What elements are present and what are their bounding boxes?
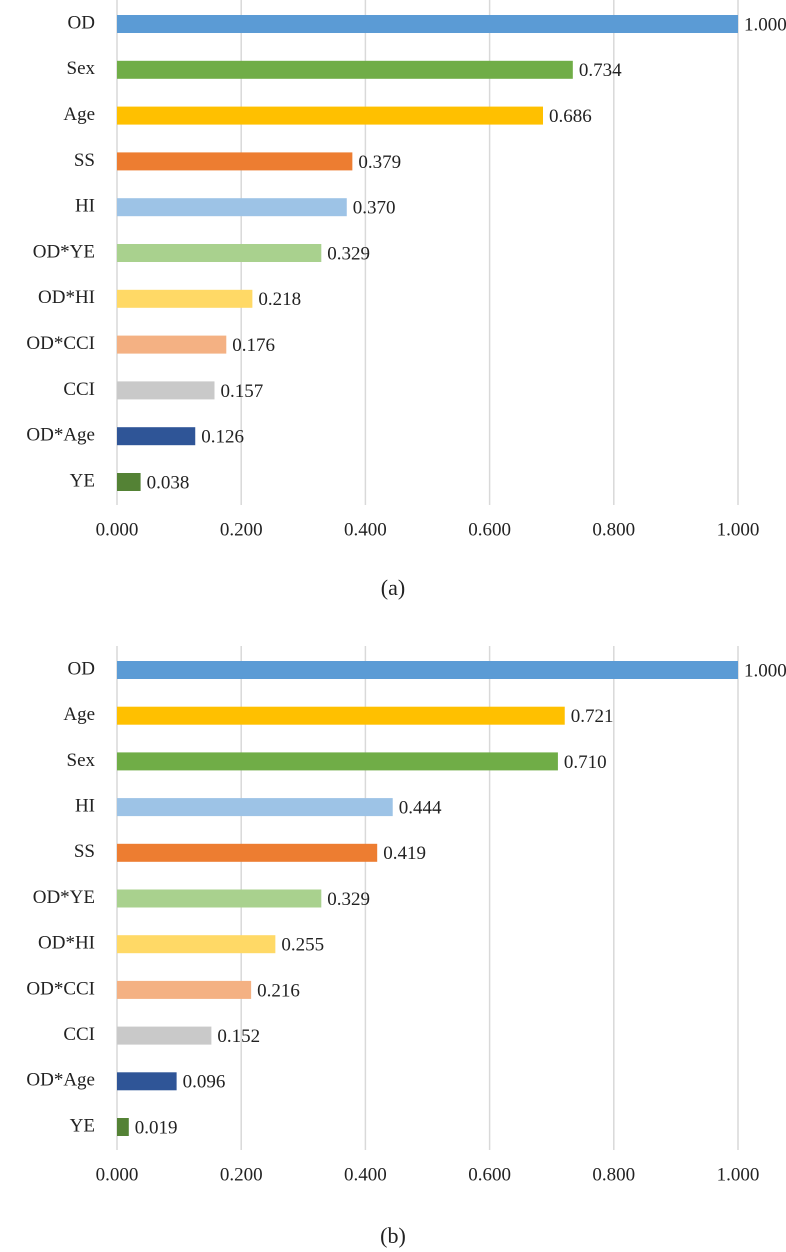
data-label: 0.157	[220, 381, 263, 402]
bar	[117, 752, 558, 771]
bar	[117, 1118, 129, 1136]
bar	[117, 1072, 177, 1091]
category-label: OD*YE	[33, 887, 95, 908]
data-label: 0.329	[327, 243, 370, 264]
bar	[117, 661, 738, 679]
data-label: 0.176	[232, 335, 275, 356]
category-label: CCI	[63, 1024, 95, 1045]
caption: (a)	[381, 575, 405, 600]
bar	[117, 473, 141, 491]
data-label: 0.038	[147, 472, 190, 493]
category-label: YE	[70, 470, 95, 491]
x-tick-label: 0.800	[592, 519, 635, 540]
bar	[117, 843, 378, 862]
data-label: 0.255	[281, 935, 324, 956]
bar	[117, 706, 565, 725]
category-label: OD*Age	[26, 425, 95, 446]
bar	[117, 289, 253, 308]
bar	[117, 427, 196, 446]
data-label: 0.710	[564, 752, 607, 773]
x-tick-label: 0.000	[96, 519, 139, 540]
x-tick-label: 0.000	[96, 1164, 139, 1185]
category-label: OD	[68, 658, 95, 679]
bar	[117, 980, 252, 999]
category-label: OD*CCI	[26, 978, 95, 999]
bar	[117, 889, 322, 908]
x-tick-label: 0.200	[220, 519, 263, 540]
x-tick-label: 1.000	[717, 519, 760, 540]
caption: (b)	[380, 1223, 406, 1248]
bar	[117, 381, 215, 400]
category-label: HI	[75, 196, 95, 217]
bar	[117, 935, 276, 954]
category-label: OD*CCI	[26, 333, 95, 354]
category-label: CCI	[63, 379, 95, 400]
category-label: OD*HI	[38, 933, 95, 954]
data-label: 1.000	[744, 660, 786, 681]
chart-b: 0.000 0.200 0.400 0.600 0.800 1.000 OD 1.000 Age…	[26, 646, 786, 1248]
category-label: Sex	[67, 750, 96, 771]
bar	[117, 198, 347, 217]
data-label: 0.370	[353, 198, 396, 219]
data-label: 0.721	[571, 706, 614, 727]
category-label: HI	[75, 795, 95, 816]
x-tick-label: 0.600	[468, 519, 511, 540]
bar	[117, 152, 353, 171]
bar	[117, 798, 393, 817]
data-label: 0.444	[399, 797, 442, 818]
data-label: 0.152	[217, 1026, 260, 1047]
category-label: OD*YE	[33, 241, 95, 262]
x-tick-label: 1.000	[717, 1164, 760, 1185]
category-label: YE	[70, 1115, 95, 1136]
bar	[117, 244, 322, 262]
bar	[117, 15, 738, 33]
data-label: 0.419	[383, 843, 426, 864]
x-tick-label: 0.400	[344, 519, 387, 540]
bar	[117, 335, 227, 354]
data-label: 0.329	[327, 889, 370, 910]
data-label: 0.216	[257, 980, 300, 1001]
data-label: 1.000	[744, 14, 786, 35]
category-label: OD*HI	[38, 287, 95, 308]
x-tick-label: 0.800	[592, 1164, 635, 1185]
x-tick-label: 0.600	[468, 1164, 511, 1185]
data-label: 0.379	[358, 152, 401, 173]
x-tick-label: 0.400	[344, 1164, 387, 1185]
x-tick-label: 0.200	[220, 1164, 263, 1185]
data-label: 0.019	[135, 1117, 178, 1138]
bar	[117, 1026, 212, 1045]
category-label: Age	[63, 704, 95, 725]
data-label: 0.126	[201, 427, 244, 448]
category-label: OD*Age	[26, 1070, 95, 1091]
category-label: SS	[74, 150, 95, 171]
category-label: Age	[63, 104, 95, 125]
data-label: 0.734	[579, 60, 622, 81]
bar	[117, 106, 544, 125]
category-label: SS	[74, 841, 95, 862]
bar	[117, 60, 573, 79]
data-label: 0.096	[183, 1072, 226, 1093]
data-label: 0.218	[258, 289, 301, 310]
chart-a: 0.000 0.200 0.400 0.600 0.800 1.000 OD 1.000 Sex…	[26, 0, 786, 600]
data-label: 0.686	[549, 106, 592, 127]
category-label: Sex	[67, 58, 96, 79]
category-label: OD	[68, 12, 95, 33]
